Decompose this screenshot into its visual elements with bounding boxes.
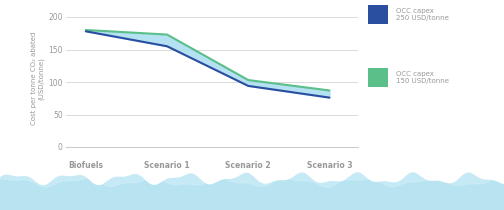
Text: OCC capex
150 USD/tonne: OCC capex 150 USD/tonne: [396, 71, 449, 84]
Text: Scenario 2: Scenario 2: [225, 161, 271, 170]
Text: Scenario 3: Scenario 3: [306, 161, 352, 170]
Text: OCC capex
250 USD/tonne: OCC capex 250 USD/tonne: [396, 8, 449, 21]
Text: Scenario 1: Scenario 1: [144, 161, 190, 170]
Text: Heat integration
and less power: Heat integration and less power: [220, 168, 277, 181]
Text: No steam demand: No steam demand: [297, 168, 361, 174]
Y-axis label: Cost per tonne CO₂ abated
(USD/tonne): Cost per tonne CO₂ abated (USD/tonne): [31, 32, 44, 125]
Text: No integration: No integration: [142, 168, 192, 174]
Text: Biofuels: Biofuels: [69, 161, 103, 170]
